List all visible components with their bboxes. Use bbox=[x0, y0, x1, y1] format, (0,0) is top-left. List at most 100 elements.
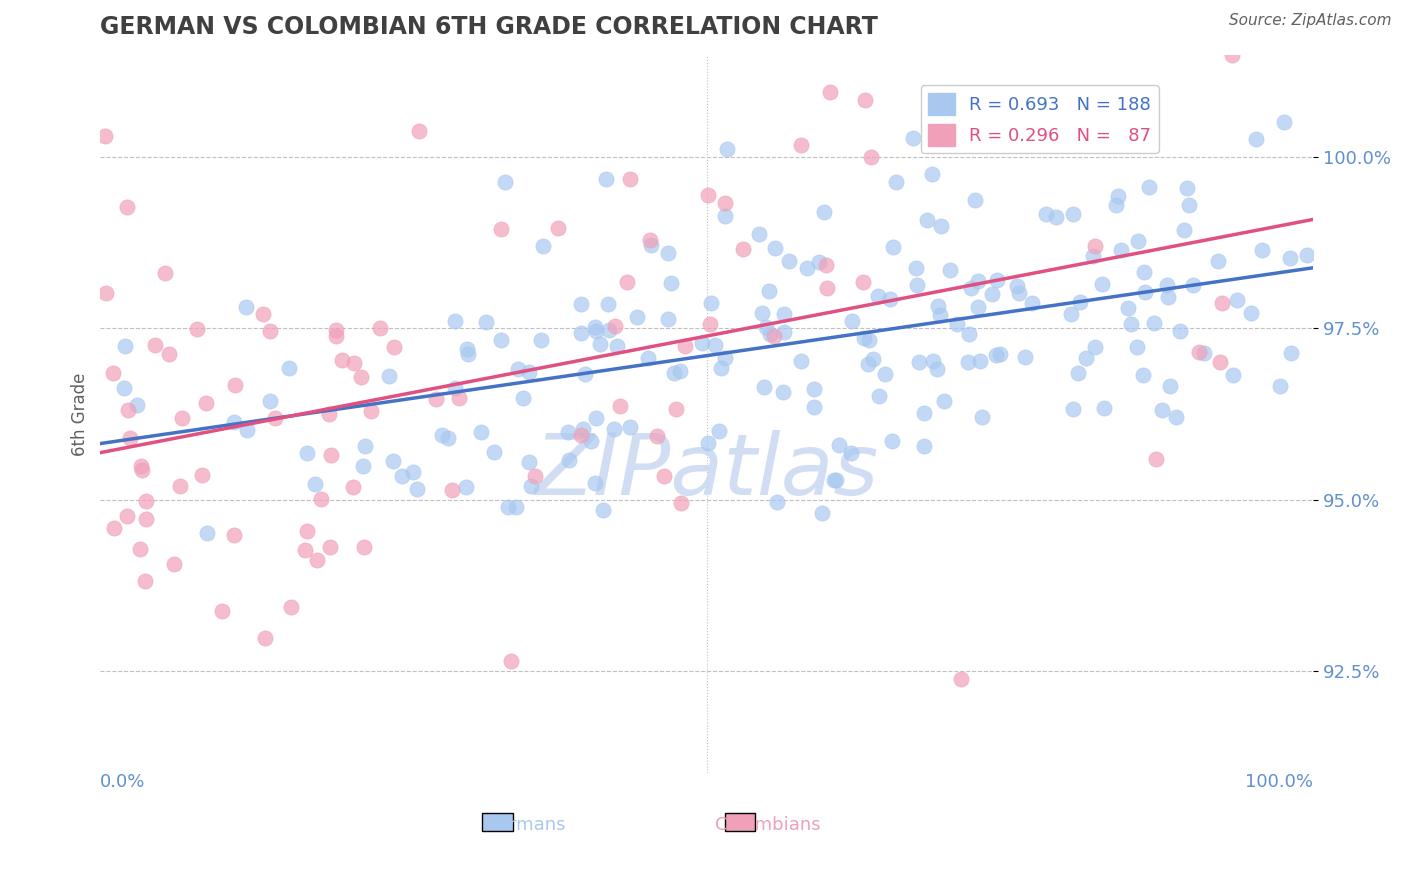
Point bbox=[927, 299, 949, 313]
Point bbox=[1119, 317, 1142, 331]
Point bbox=[1295, 248, 1317, 262]
Point bbox=[759, 327, 782, 342]
Point bbox=[626, 310, 648, 324]
Point bbox=[988, 347, 1011, 361]
Point bbox=[946, 318, 969, 332]
Point bbox=[391, 468, 413, 483]
Point bbox=[880, 434, 903, 448]
Point bbox=[696, 188, 718, 202]
Point bbox=[939, 262, 962, 277]
Point bbox=[638, 233, 661, 247]
Point bbox=[157, 347, 180, 361]
Point bbox=[1109, 243, 1132, 257]
Point bbox=[595, 171, 617, 186]
Point bbox=[1173, 223, 1195, 237]
Point bbox=[860, 150, 883, 164]
Point bbox=[818, 85, 841, 99]
Point bbox=[343, 356, 366, 370]
Point bbox=[1164, 409, 1187, 424]
Point bbox=[616, 275, 638, 289]
Point bbox=[475, 315, 498, 329]
Point bbox=[169, 479, 191, 493]
Point bbox=[352, 458, 374, 473]
Point bbox=[824, 474, 846, 488]
Point bbox=[637, 351, 659, 365]
Text: GERMAN VS COLOMBIAN 6TH GRADE CORRELATION CHART: GERMAN VS COLOMBIAN 6TH GRADE CORRELATIO… bbox=[100, 15, 879, 39]
Point bbox=[354, 439, 377, 453]
Point bbox=[94, 128, 117, 143]
Point bbox=[873, 367, 896, 381]
Point bbox=[921, 167, 943, 181]
Point bbox=[103, 521, 125, 535]
Point bbox=[1188, 345, 1211, 359]
Point bbox=[657, 311, 679, 326]
Point bbox=[932, 394, 955, 409]
Point bbox=[325, 323, 347, 337]
Point bbox=[425, 392, 447, 406]
Point bbox=[868, 389, 890, 403]
Point bbox=[751, 305, 773, 319]
Point bbox=[557, 425, 579, 439]
Point bbox=[1156, 277, 1178, 292]
Point bbox=[748, 227, 770, 242]
Point bbox=[117, 403, 139, 417]
Point bbox=[195, 396, 218, 410]
Point bbox=[280, 599, 302, 614]
Point bbox=[1220, 47, 1243, 62]
Point bbox=[763, 241, 786, 255]
Point bbox=[659, 276, 682, 290]
Point bbox=[236, 423, 259, 437]
FancyBboxPatch shape bbox=[725, 813, 755, 830]
Point bbox=[1206, 253, 1229, 268]
Point bbox=[319, 541, 342, 555]
Point bbox=[699, 317, 721, 331]
Point bbox=[1177, 198, 1199, 212]
Point bbox=[984, 349, 1007, 363]
Point bbox=[640, 238, 662, 252]
Point bbox=[957, 327, 980, 342]
Point bbox=[569, 427, 592, 442]
Point bbox=[574, 367, 596, 381]
Point bbox=[903, 130, 925, 145]
Point bbox=[772, 385, 794, 400]
Point bbox=[360, 404, 382, 418]
Point bbox=[1279, 345, 1302, 359]
Point bbox=[884, 175, 907, 189]
Point bbox=[925, 362, 948, 376]
Y-axis label: 6th Grade: 6th Grade bbox=[72, 372, 89, 456]
Text: Germans: Germans bbox=[484, 816, 565, 834]
Point bbox=[733, 243, 755, 257]
Point bbox=[94, 286, 117, 301]
Point bbox=[1062, 206, 1084, 220]
Point bbox=[569, 326, 592, 340]
Point bbox=[309, 492, 332, 507]
Point bbox=[1091, 277, 1114, 291]
Point bbox=[752, 380, 775, 394]
Point bbox=[405, 482, 427, 496]
Point bbox=[1278, 251, 1301, 265]
Point bbox=[714, 351, 737, 365]
Point bbox=[585, 324, 607, 338]
Point bbox=[547, 220, 569, 235]
Point bbox=[153, 266, 176, 280]
Point bbox=[470, 425, 492, 440]
Point bbox=[441, 483, 464, 497]
Point bbox=[645, 429, 668, 443]
Point bbox=[1272, 115, 1295, 129]
Point bbox=[957, 355, 980, 369]
Point bbox=[585, 411, 607, 425]
Point bbox=[912, 406, 935, 420]
Point bbox=[277, 360, 299, 375]
Point bbox=[456, 342, 478, 356]
Point bbox=[673, 339, 696, 353]
Point bbox=[929, 219, 952, 234]
Point bbox=[129, 458, 152, 473]
Point bbox=[1159, 379, 1181, 393]
Point bbox=[671, 496, 693, 510]
Point bbox=[1222, 368, 1244, 383]
Point bbox=[1014, 350, 1036, 364]
Point bbox=[1116, 301, 1139, 316]
Point bbox=[496, 500, 519, 515]
Point bbox=[304, 477, 326, 491]
Point bbox=[512, 391, 534, 405]
